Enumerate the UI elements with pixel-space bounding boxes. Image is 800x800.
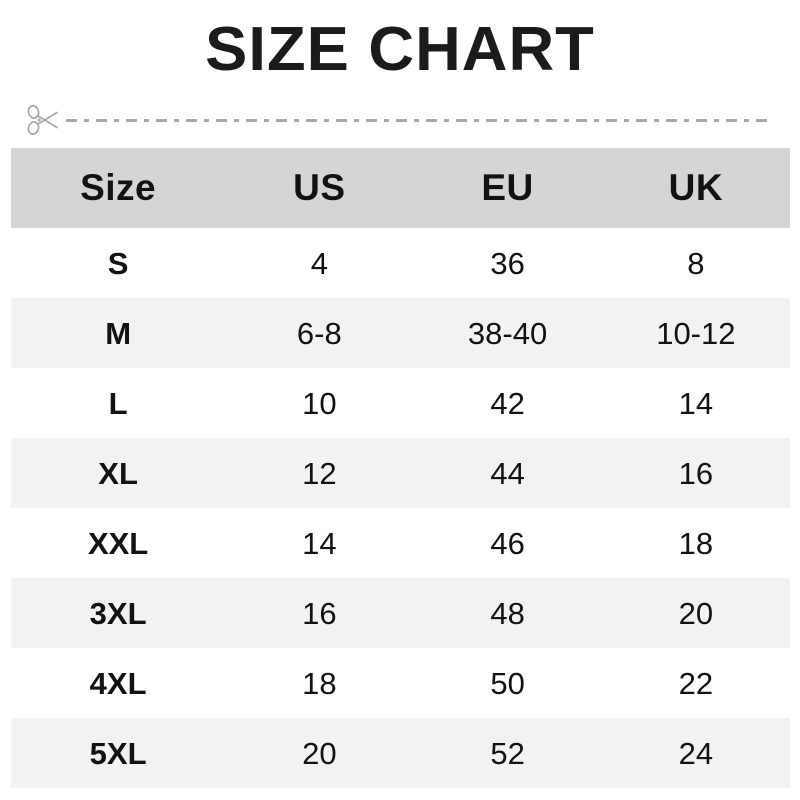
cell-eu: 42	[490, 385, 525, 421]
column-header-us: US	[225, 148, 414, 228]
size-chart-table: Size US EU UK S 4 36 8 M 6-8 38-40 10-12…	[11, 148, 790, 788]
page-title-container: SIZE CHART	[0, 0, 800, 96]
cell-eu: 46	[490, 525, 525, 561]
cell-eu: 44	[490, 455, 525, 491]
column-header-uk: UK	[601, 148, 790, 228]
page-title: SIZE CHART	[205, 15, 595, 84]
cell-size: XXL	[87, 525, 149, 561]
cell-uk: 22	[678, 665, 714, 701]
scissors-icon	[27, 105, 58, 135]
cell-us: 6-8	[296, 315, 342, 351]
table-row: L 10 42 14	[11, 368, 790, 438]
cell-us: 18	[302, 665, 337, 701]
cell-uk: 8	[687, 245, 705, 281]
cell-eu: 50	[490, 665, 525, 701]
column-header-eu: EU	[413, 148, 602, 228]
cell-eu: 48	[490, 595, 525, 631]
cell-uk: 24	[678, 735, 714, 771]
table-row: 4XL 18 50 22	[11, 648, 790, 718]
cell-us: 20	[302, 735, 337, 771]
cell-us: 16	[302, 595, 337, 631]
cell-uk: 10-12	[656, 315, 736, 351]
table-row: XXL 14 46 18	[11, 508, 790, 578]
table-row: 3XL 16 48 20	[11, 578, 790, 648]
cell-eu: 38-40	[467, 315, 548, 351]
table-row: S 4 36 8	[11, 228, 790, 298]
cell-uk: 16	[678, 455, 714, 491]
cell-size: M	[105, 315, 132, 351]
cell-uk: 14	[678, 385, 714, 421]
cut-line-decoration	[0, 96, 800, 144]
size-chart-table-container: Size US EU UK S 4 36 8 M 6-8 38-40 10-12…	[11, 148, 790, 788]
cell-size: 5XL	[89, 735, 147, 771]
cell-eu: 52	[490, 735, 525, 771]
table-body: S 4 36 8 M 6-8 38-40 10-12 L 10 42 14 XL…	[11, 228, 790, 788]
table-header-row: Size US EU UK	[11, 148, 790, 228]
table-row: M 6-8 38-40 10-12	[11, 298, 790, 368]
cell-size: S	[107, 245, 129, 281]
cell-us: 14	[302, 525, 337, 561]
cell-eu: 36	[490, 245, 525, 281]
cell-us: 4	[310, 245, 328, 281]
dashed-cut-line	[66, 118, 768, 122]
cell-size: L	[108, 385, 128, 421]
table-row: 5XL 20 52 24	[11, 718, 790, 788]
table-header: Size US EU UK	[11, 148, 790, 228]
table-row: XL 12 44 16	[11, 438, 790, 508]
cell-us: 12	[302, 455, 337, 491]
cell-us: 10	[302, 385, 337, 421]
cell-size: 4XL	[89, 665, 147, 701]
cell-size: 3XL	[89, 595, 147, 631]
cell-size: XL	[98, 455, 138, 491]
column-header-size: Size	[11, 148, 226, 228]
cell-uk: 18	[678, 525, 714, 561]
cell-uk: 20	[678, 595, 714, 631]
